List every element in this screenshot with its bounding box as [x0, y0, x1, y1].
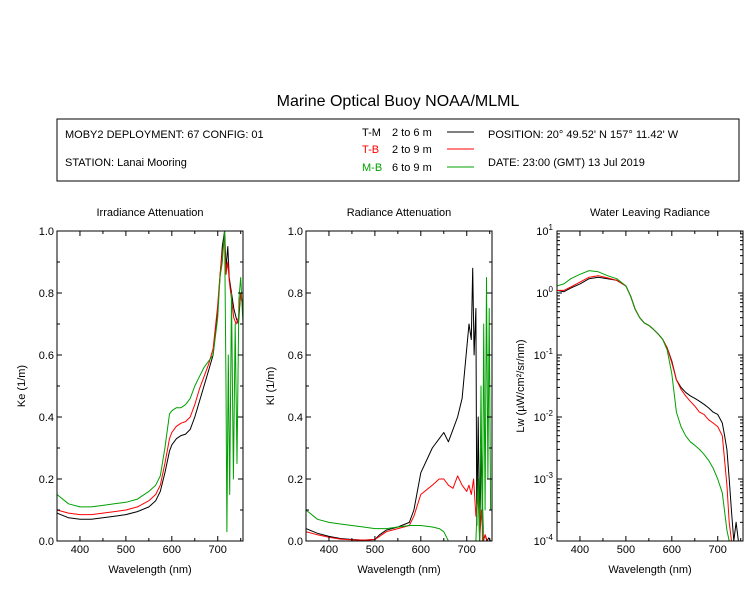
y-tick-label: 10-3: [534, 471, 554, 486]
deployment-text: MOBY2 DEPLOYMENT: 67 CONFIG: 01: [65, 129, 264, 141]
x-tick-label: 400: [320, 544, 338, 556]
y-tick-label: 10-2: [534, 409, 554, 424]
x-tick-label: 700: [209, 544, 227, 556]
x-tick-label: 600: [663, 544, 681, 556]
x-tick-label: 600: [163, 544, 181, 556]
y-tick-label: 0.2: [288, 474, 303, 486]
y-tick-label: 1.0: [288, 226, 303, 238]
series-line-m-b: [306, 277, 492, 541]
chart-2: Radiance Attenuation 400 500 600 700 0.0 0.2 0.…: [265, 207, 493, 576]
info-box: MOBY2 DEPLOYMENT: 67 CONFIG: 01 STATION:…: [56, 118, 740, 182]
chart-series-group: [557, 270, 739, 541]
y-tick-label: 0.8: [288, 288, 303, 300]
series-line-t-b: [57, 236, 243, 516]
chart-3: Water Leaving Radiance 400 500 600 700 101 100…: [515, 207, 744, 576]
x-tick-label: 700: [709, 544, 727, 556]
chart-series-group: [306, 267, 492, 541]
plot-frame: [305, 230, 493, 542]
y-tick-label: 0.6: [288, 350, 303, 362]
y-tick-label: 10-1: [534, 347, 554, 362]
station-text: STATION: Lanai Mooring: [65, 157, 187, 169]
plot-frame: [56, 230, 244, 542]
y-tick-label: 0.0: [288, 536, 303, 548]
legend-range-mb: 6 to 9 m: [392, 162, 432, 174]
x-axis-label: Wavelength (nm): [108, 564, 191, 576]
y-tick-label: 100: [536, 285, 553, 300]
charts: Irradiance Attenuation 400 500 600 700 0.0 0.2…: [16, 207, 744, 576]
series-line-t-m: [557, 276, 739, 541]
y-tick-label: 10-4: [534, 533, 554, 548]
series-line-t-m: [57, 231, 243, 520]
y-axis-label: Ke (1/m): [16, 365, 28, 407]
x-axis-label: Wavelength (nm): [608, 564, 691, 576]
y-tick-label: 101: [536, 223, 553, 238]
x-tick-label: 600: [412, 544, 430, 556]
series-line-t-m: [306, 267, 492, 541]
x-tick-label: 400: [71, 544, 89, 556]
series-line-m-b: [557, 270, 730, 541]
y-axis-label: Lw (µW/cm²/sr/nm): [515, 339, 527, 432]
y-tick-label: 0.2: [39, 474, 54, 486]
y-tick-label: 0.6: [39, 350, 54, 362]
x-axis-label: Wavelength (nm): [357, 564, 440, 576]
x-tick-label: 700: [458, 544, 476, 556]
series-line-m-b: [57, 231, 243, 533]
chart-title: Irradiance Attenuation: [96, 207, 203, 219]
chart-title: Water Leaving Radiance: [590, 207, 710, 219]
x-tick-label: 500: [366, 544, 384, 556]
chart-title: Radiance Attenuation: [347, 207, 452, 219]
info-box-border: [56, 118, 740, 182]
y-tick-label: 0.0: [39, 536, 54, 548]
chart-series-group: [57, 231, 243, 533]
legend-range-tm: 2 to 6 m: [392, 127, 432, 139]
y-tick-label: 0.4: [288, 412, 303, 424]
legend: T-M 2 to 6 m T-B 2 to 9 m M-B 6 to 9 m: [362, 127, 474, 174]
x-tick-label: 500: [117, 544, 135, 556]
date-text: DATE: 23:00 (GMT) 13 Jul 2019: [488, 157, 645, 169]
y-tick-label: 0.4: [39, 412, 54, 424]
series-line-t-b: [557, 275, 732, 541]
plot-frame: [556, 230, 744, 542]
y-tick-label: 0.8: [39, 288, 54, 300]
figure-title: Marine Optical Buoy NOAA/MLML: [277, 93, 520, 110]
y-tick-label: 1.0: [39, 226, 54, 238]
chart-1: Irradiance Attenuation 400 500 600 700 0.0 0.2…: [16, 207, 244, 576]
position-text: POSITION: 20° 49.52' N 157° 11.42' W: [488, 129, 679, 141]
legend-range-tb: 2 to 9 m: [392, 144, 432, 156]
y-axis-label: Kl (1/m): [265, 367, 277, 406]
legend-key-tm: T-M: [362, 127, 381, 139]
x-tick-label: 500: [617, 544, 635, 556]
legend-key-tb: T-B: [362, 144, 379, 156]
legend-key-mb: M-B: [362, 162, 382, 174]
series-line-t-b: [306, 475, 491, 541]
x-tick-label: 400: [571, 544, 589, 556]
